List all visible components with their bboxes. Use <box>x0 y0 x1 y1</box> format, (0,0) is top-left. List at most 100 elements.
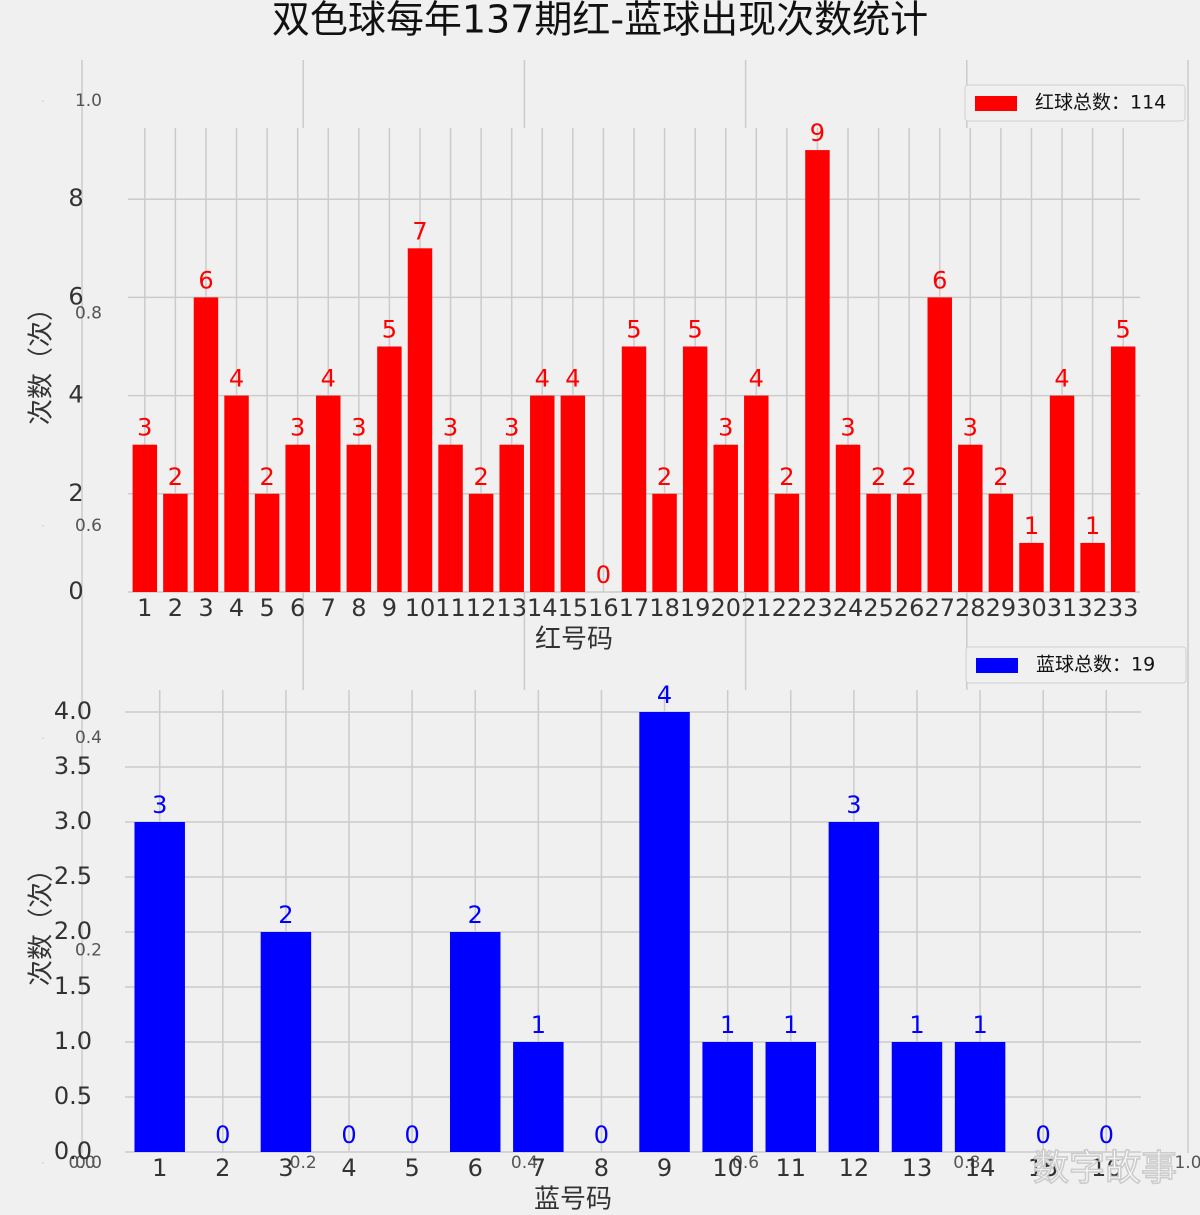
x-tick-label: 7 <box>321 594 336 622</box>
value-label: 5 <box>626 315 641 343</box>
x-tick-label: 5 <box>259 594 274 622</box>
x-tick-label: 24 <box>833 594 864 622</box>
x-tick-label: 11 <box>775 1154 806 1182</box>
bar <box>260 932 312 1152</box>
x-tick-label: 33 <box>1108 594 1139 622</box>
bar <box>407 248 433 592</box>
x-tick-label: 10 <box>712 1154 743 1182</box>
bar <box>468 493 494 592</box>
bg-x-tick-label: 0.0 <box>68 1153 95 1173</box>
value-label: 0 <box>596 561 611 589</box>
bar <box>835 444 861 592</box>
y-axis-label: 次数（次） <box>27 295 57 425</box>
bar <box>438 444 463 592</box>
bar <box>621 346 647 592</box>
value-label: 5 <box>688 315 703 343</box>
x-tick-label: 29 <box>986 594 1017 622</box>
bar <box>652 493 677 592</box>
x-tick-label: 22 <box>772 594 803 622</box>
x-tick-label: 16 <box>588 594 619 622</box>
x-tick-label: 25 <box>863 594 894 622</box>
x-tick-label: 6 <box>468 1154 483 1182</box>
value-label: 0 <box>594 1121 609 1149</box>
value-label: 2 <box>473 463 488 491</box>
bar <box>513 1042 564 1152</box>
value-label: 3 <box>504 414 519 442</box>
bar <box>1110 346 1136 592</box>
value-label: 6 <box>198 266 213 294</box>
y-axis-label: 次数（次） <box>27 856 57 986</box>
bg-y-tick-label: 1.0 <box>75 91 102 111</box>
x-tick-label: 4 <box>229 594 244 622</box>
bg-y-tick-label: 0.6 <box>75 516 102 536</box>
x-tick-label: 19 <box>680 594 711 622</box>
y-tick-label: 2.0 <box>54 917 92 945</box>
y-tick-label: 4.0 <box>54 697 92 725</box>
x-tick-label: 4 <box>341 1154 356 1182</box>
bg-x-tick-label: 0.4 <box>511 1153 538 1173</box>
x-tick-label: 8 <box>594 1154 609 1182</box>
x-tick-label: 26 <box>894 594 925 622</box>
bar <box>346 444 372 592</box>
bar <box>805 150 830 592</box>
x-tick-label: 10 <box>405 594 436 622</box>
bar <box>774 493 800 592</box>
x-tick-label: 9 <box>657 1154 672 1182</box>
value-label: 2 <box>871 463 886 491</box>
chart-title: 双色球每年137期红-蓝球出现次数统计 <box>272 0 928 42</box>
x-tick-label: 3 <box>198 594 213 622</box>
y-tick-label: 0.5 <box>54 1082 92 1110</box>
watermark: 数字故事 <box>1033 1148 1177 1189</box>
x-tick-label: 9 <box>382 594 397 622</box>
bg-x-tick-label: 0.6 <box>732 1153 759 1173</box>
value-label: 4 <box>1054 365 1069 393</box>
x-tick-label: 27 <box>924 594 955 622</box>
bg-y-tick-label: 0.2 <box>75 941 102 961</box>
x-tick-label: 1 <box>152 1154 167 1182</box>
value-label: 4 <box>229 365 244 393</box>
x-tick-label: 2 <box>168 594 183 622</box>
value-label: 0 <box>404 1121 419 1149</box>
legend-swatch <box>976 658 1018 673</box>
y-tick-label: 0 <box>68 577 83 605</box>
bg-y-tick-label: 0.8 <box>75 303 102 323</box>
x-tick-label: 13 <box>902 1154 933 1182</box>
value-label: 0 <box>215 1121 230 1149</box>
bar <box>891 1042 943 1152</box>
value-label: 2 <box>902 463 917 491</box>
legend-swatch <box>975 96 1017 111</box>
value-label: 3 <box>351 414 366 442</box>
value-label: 4 <box>321 365 336 393</box>
y-tick-label: 6 <box>68 282 83 310</box>
bar <box>1049 395 1075 592</box>
bar <box>254 493 280 592</box>
x-tick-label: 21 <box>741 594 772 622</box>
bar <box>499 444 524 592</box>
x-tick-label: 1 <box>137 594 152 622</box>
x-tick-label: 23 <box>802 594 833 622</box>
value-label: 2 <box>259 463 274 491</box>
y-tick-label: 1.5 <box>54 972 92 1000</box>
x-axis-label: 蓝号码 <box>534 1185 612 1215</box>
value-label: 3 <box>290 414 305 442</box>
bar <box>682 346 708 592</box>
value-label: 6 <box>932 266 947 294</box>
value-label: 3 <box>846 791 861 819</box>
bar <box>958 444 983 592</box>
value-label: 4 <box>749 365 764 393</box>
x-tick-label: 32 <box>1077 594 1108 622</box>
value-label: 1 <box>531 1011 546 1039</box>
x-tick-label: 6 <box>290 594 305 622</box>
value-label: 3 <box>443 414 458 442</box>
value-label: 1 <box>783 1011 798 1039</box>
bar <box>744 395 769 592</box>
x-tick-label: 8 <box>351 594 366 622</box>
bar <box>988 493 1014 592</box>
value-label: 3 <box>840 414 855 442</box>
y-tick-label: 2.5 <box>54 862 92 890</box>
value-label: 2 <box>168 463 183 491</box>
bar <box>316 395 341 592</box>
bg-x-tick-label: 0.8 <box>953 1153 980 1173</box>
